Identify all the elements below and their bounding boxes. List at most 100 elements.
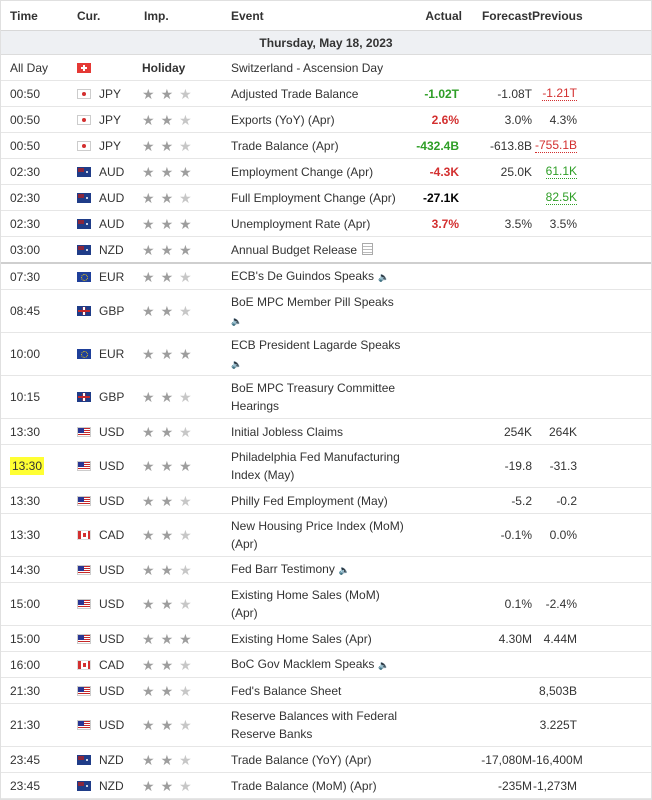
- event-name-text[interactable]: Full Employment Change (Apr): [231, 190, 396, 205]
- event-name-text[interactable]: Switzerland - Ascension Day: [231, 60, 384, 75]
- event-name[interactable]: Reserve Balances with Federal Reserve Ba…: [221, 707, 404, 743]
- event-name-text[interactable]: Trade Balance (Apr): [231, 138, 339, 153]
- event-row[interactable]: 14:30 USD ★ ★ ★ Fed Barr Testimony 🔈: [1, 557, 651, 583]
- event-name-text[interactable]: BoE MPC Treasury Committee Hearings: [231, 381, 396, 413]
- event-name-text[interactable]: New Housing Price Index (MoM) (Apr): [231, 519, 404, 551]
- event-importance: ★ ★ ★: [132, 528, 221, 542]
- event-name-text[interactable]: Fed Barr Testimony: [231, 562, 335, 576]
- event-name-text[interactable]: ECB's De Guindos Speaks: [231, 269, 375, 283]
- event-name[interactable]: Fed Barr Testimony 🔈: [221, 560, 404, 579]
- event-currency: CAD: [67, 658, 132, 672]
- event-name-text[interactable]: Annual Budget Release: [231, 242, 358, 257]
- event-actual: -27.1K: [404, 191, 462, 205]
- event-row[interactable]: 13:30 CAD ★ ★ ★ New Housing Price Index (MoM)…: [1, 514, 651, 557]
- event-time: 00:50: [1, 139, 67, 153]
- event-name[interactable]: Philadelphia Fed Manufacturing Index (Ma…: [221, 448, 404, 484]
- event-name-text[interactable]: Philadelphia Fed Manufacturing Index (Ma…: [231, 450, 400, 482]
- event-row[interactable]: 13:30 USD ★ ★ ★ Initial Jobless Claims 254K 264…: [1, 419, 651, 445]
- event-row[interactable]: 02:30 AUD ★ ★ ★ Full Employment Change (Apr) -…: [1, 185, 651, 211]
- previous-value[interactable]: 61.1K: [545, 164, 577, 179]
- event-row[interactable]: 10:00 EUR ★ ★ ★ ECB President Lagarde Speaks 🔈: [1, 333, 651, 376]
- event-name-text[interactable]: Reserve Balances with Federal Reserve Ba…: [231, 709, 398, 741]
- header-importance[interactable]: Imp.: [144, 8, 169, 23]
- event-name[interactable]: BoE MPC Member Pill Speaks 🔈: [221, 293, 404, 330]
- event-name-text[interactable]: Adjusted Trade Balance: [231, 86, 359, 101]
- previous-value[interactable]: 82.5K: [545, 190, 577, 205]
- event-currency: USD: [67, 684, 132, 698]
- event-row[interactable]: 00:50 JPY ★ ★ ★ Adjusted Trade Balance -1.02T -…: [1, 81, 651, 107]
- event-name-text[interactable]: Trade Balance (YoY) (Apr): [231, 752, 372, 767]
- event-name[interactable]: Full Employment Change (Apr): [221, 189, 404, 207]
- event-name[interactable]: BoC Gov Macklem Speaks 🔈: [221, 655, 404, 674]
- event-name[interactable]: Trade Balance (YoY) (Apr): [221, 751, 404, 769]
- event-name-text[interactable]: Existing Home Sales (Apr): [231, 631, 372, 646]
- event-name-text[interactable]: BoC Gov Macklem Speaks: [231, 657, 375, 671]
- event-name[interactable]: Existing Home Sales (Apr): [221, 630, 404, 648]
- event-row[interactable]: 00:50 JPY ★ ★ ★ Trade Balance (Apr) -432.4B -61…: [1, 133, 651, 159]
- event-name[interactable]: ECB's De Guindos Speaks 🔈: [221, 267, 404, 286]
- event-name-text[interactable]: Employment Change (Apr): [231, 164, 374, 179]
- event-name[interactable]: Existing Home Sales (MoM) (Apr): [221, 586, 404, 622]
- event-time-text: 10:00: [10, 347, 41, 361]
- header-actual[interactable]: Actual: [425, 8, 462, 23]
- event-name[interactable]: Unemployment Rate (Apr): [221, 215, 404, 233]
- event-name[interactable]: Switzerland - Ascension Day: [221, 59, 404, 77]
- event-name[interactable]: Employment Change (Apr): [221, 163, 404, 181]
- header-event[interactable]: Event: [231, 8, 264, 23]
- event-row[interactable]: 16:00 CAD ★ ★ ★ BoC Gov Macklem Speaks 🔈: [1, 652, 651, 678]
- header-previous[interactable]: Previous: [532, 8, 583, 23]
- event-row[interactable]: 08:45 GBP ★ ★ ★ BoE MPC Member Pill Speaks 🔈: [1, 290, 651, 333]
- star-icon: ★: [179, 492, 192, 509]
- event-name-text[interactable]: Exports (YoY) (Apr): [231, 112, 335, 127]
- header-time[interactable]: Time: [10, 8, 38, 23]
- event-name[interactable]: Adjusted Trade Balance: [221, 85, 404, 103]
- previous-value[interactable]: -1.21T: [542, 86, 577, 101]
- event-name[interactable]: ECB President Lagarde Speaks 🔈: [221, 336, 404, 373]
- event-row[interactable]: 23:45 NZD ★ ★ ★ Trade Balance (MoM) (Apr) -235…: [1, 773, 651, 799]
- event-name-text[interactable]: Philly Fed Employment (May): [231, 493, 388, 508]
- event-row[interactable]: 15:00 USD ★ ★ ★ Existing Home Sales (Apr) 4.30…: [1, 626, 651, 652]
- event-name[interactable]: Exports (YoY) (Apr): [221, 111, 404, 129]
- event-importance: ★ ★ ★: [132, 347, 221, 361]
- event-importance: ★ ★ ★: [132, 779, 221, 793]
- event-name[interactable]: New Housing Price Index (MoM) (Apr): [221, 517, 404, 553]
- event-row[interactable]: 21:30 USD ★ ★ ★ Reserve Balances with Federal…: [1, 704, 651, 747]
- header-currency[interactable]: Cur.: [77, 8, 101, 23]
- event-name[interactable]: Annual Budget Release: [221, 241, 404, 259]
- event-name-text[interactable]: Unemployment Rate (Apr): [231, 216, 371, 231]
- event-row[interactable]: 00:50 JPY ★ ★ ★ Exports (YoY) (Apr) 2.6% 3.0% 4.…: [1, 107, 651, 133]
- us-flag-icon: [77, 599, 91, 609]
- event-row[interactable]: 02:30 AUD ★ ★ ★ Employment Change (Apr) -4.3K 2…: [1, 159, 651, 185]
- event-row[interactable]: 21:30 USD ★ ★ ★ Fed's Balance Sheet 8,503B: [1, 678, 651, 704]
- event-row[interactable]: 10:15 GBP ★ ★ ★ BoE MPC Treasury Committee He…: [1, 376, 651, 419]
- event-name-text[interactable]: ECB President Lagarde Speaks: [231, 337, 401, 352]
- event-name[interactable]: BoE MPC Treasury Committee Hearings: [221, 379, 404, 415]
- event-name[interactable]: Trade Balance (Apr): [221, 137, 404, 155]
- event-row[interactable]: 02:30 AUD ★ ★ ★ Unemployment Rate (Apr) 3.7% 3.…: [1, 211, 651, 237]
- header-forecast[interactable]: Forecast: [481, 8, 532, 23]
- event-row[interactable]: 13:30 USD ★ ★ ★ Philadelphia Fed Manufacturin…: [1, 445, 651, 488]
- star-icon: ★: [142, 189, 155, 206]
- event-name[interactable]: Philly Fed Employment (May): [221, 492, 404, 510]
- event-row[interactable]: 13:30 USD ★ ★ ★ Philly Fed Employment (May) -5…: [1, 488, 651, 514]
- event-forecast: [462, 61, 532, 75]
- event-row[interactable]: 03:00 NZD ★ ★ ★ Annual Budget Release: [1, 237, 651, 264]
- event-name-text[interactable]: BoE MPC Member Pill Speaks: [231, 294, 394, 309]
- event-name[interactable]: Trade Balance (MoM) (Apr): [221, 777, 404, 795]
- event-name-text[interactable]: Trade Balance (MoM) (Apr): [231, 778, 377, 793]
- event-name[interactable]: Fed's Balance Sheet: [221, 682, 404, 700]
- currency-code: JPY: [99, 138, 122, 153]
- previous-value[interactable]: -755.1B: [534, 138, 577, 153]
- event-row[interactable]: 23:45 NZD ★ ★ ★ Trade Balance (YoY) (Apr) -17,…: [1, 747, 651, 773]
- star-icon: ★: [160, 215, 174, 232]
- event-forecast: [462, 243, 532, 257]
- event-name-text[interactable]: Fed's Balance Sheet: [231, 683, 342, 698]
- event-previous: [532, 61, 616, 75]
- event-row[interactable]: 07:30 EUR ★ ★ ★ ECB's De Guindos Speaks 🔈: [1, 264, 651, 290]
- event-name-text[interactable]: Existing Home Sales (MoM) (Apr): [231, 588, 380, 620]
- event-row[interactable]: All Day Holiday Switzerland - Ascension Da…: [1, 55, 651, 81]
- event-row[interactable]: 15:00 USD ★ ★ ★ Existing Home Sales (MoM) (Ap…: [1, 583, 651, 626]
- event-currency: [67, 62, 132, 73]
- event-name-text[interactable]: Initial Jobless Claims: [231, 424, 344, 439]
- event-name[interactable]: Initial Jobless Claims: [221, 423, 404, 441]
